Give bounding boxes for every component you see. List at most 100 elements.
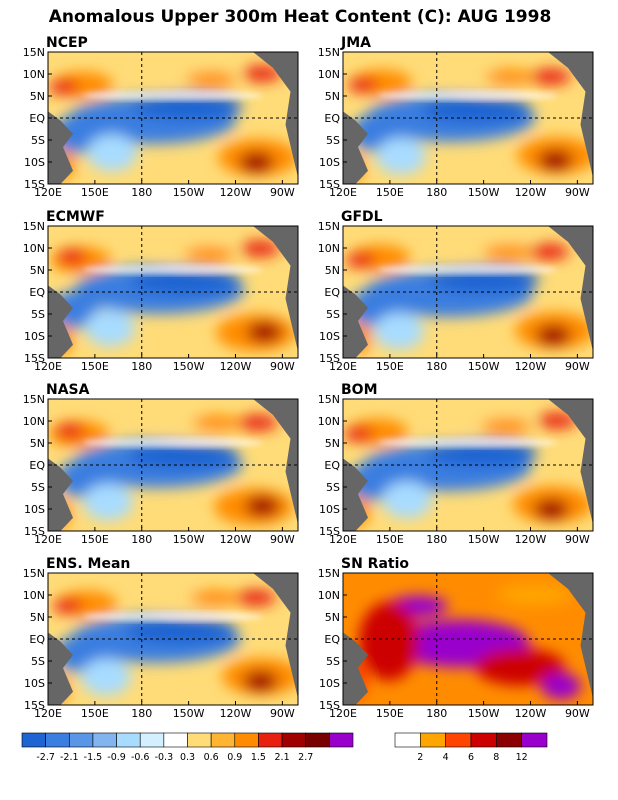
lat-tick-label: 5N (30, 437, 45, 450)
lon-tick-label: 150E (376, 360, 404, 373)
lat-tick-label: 5N (30, 264, 45, 277)
panel-title: GFDL (341, 209, 383, 225)
lat-tick-label: 5N (30, 90, 45, 103)
colorbar-label: 1.5 (251, 752, 266, 763)
colorbar-label: -2.1 (60, 752, 79, 763)
colorbar-swatch (305, 732, 330, 748)
lat-tick-label: 5S (31, 308, 45, 321)
anomaly-blob (534, 498, 569, 520)
lat-tick-label: 10N (318, 242, 340, 255)
land-east (253, 573, 298, 699)
lon-tick-label: 120W (220, 533, 252, 546)
anomaly-blob (126, 617, 237, 644)
lat-tick-label: 10S (319, 677, 340, 690)
anomaly-blob (239, 151, 274, 173)
lat-tick-label: 10S (24, 330, 45, 343)
lat-tick-label: 10S (24, 156, 45, 169)
lat-tick-label: 5S (326, 481, 340, 494)
land-east (253, 226, 298, 352)
lat-tick-label: 15N (23, 393, 45, 406)
lat-tick-label: 5N (325, 90, 340, 103)
land-east (548, 399, 593, 525)
colorbar-swatch (116, 732, 141, 748)
lat-tick-label: 10S (24, 677, 45, 690)
neutral-band (83, 264, 263, 275)
panels: NCEP 15N 10N 5N EQ 5S 10S 15S 120E 150E 180 150W 120… (23, 35, 594, 720)
lat-tick-label: 15S (24, 178, 45, 191)
lat-tick-label: 10N (23, 242, 45, 255)
land-east (253, 52, 298, 178)
lon-tick-label: 120E (329, 707, 357, 720)
neutral-band (378, 437, 558, 448)
anomaly-blob (128, 442, 239, 469)
land (48, 226, 298, 358)
lon-tick-label: 150W (173, 533, 205, 546)
lon-tick-label: 120E (329, 533, 357, 546)
lon-tick-label: 150W (173, 360, 205, 373)
lat-tick-label: 10S (319, 156, 340, 169)
panel-title: NCEP (46, 35, 88, 51)
lat-tick-label: 15N (318, 567, 340, 580)
anomaly-blob (247, 321, 282, 343)
land-west (343, 458, 368, 531)
anomaly-blob (55, 423, 85, 439)
lon-tick-label: 120W (515, 533, 547, 546)
panel-title: JMA (340, 35, 371, 51)
lon-tick-label: 90W (565, 707, 590, 720)
land (343, 52, 593, 184)
anomaly-blob (475, 648, 565, 686)
lon-tick-label: 90W (270, 360, 295, 373)
colorbar-swatch (139, 732, 165, 748)
lon-tick-label: 90W (565, 360, 590, 373)
field (343, 52, 593, 184)
lon-tick-label: 180 (426, 707, 447, 720)
field (48, 573, 298, 705)
neutral-band (83, 611, 263, 622)
lat-tick-label: 5S (31, 134, 45, 147)
anomaly-blob (53, 598, 83, 614)
land-west (48, 111, 73, 184)
anomaly-blob (359, 601, 419, 681)
colorbar-swatch (329, 732, 354, 748)
anomaly-blob (238, 414, 278, 431)
lat-tick-label: 10S (319, 330, 340, 343)
colorbar-label: 2.7 (298, 752, 313, 763)
anomaly-blob (376, 137, 426, 175)
anomaly-blob (240, 240, 280, 257)
lat-tick-label: EQ (29, 459, 45, 472)
lat-tick-label: EQ (29, 112, 45, 125)
colorbar-label: 6 (468, 752, 474, 763)
colorbar-anomaly: -2.7 -2.1 -1.5 -0.9 -0.6 -0.3 0.3 0.6 0.9 1.5 2.1 2… (21, 732, 354, 763)
land (48, 573, 298, 705)
lat-tick-label: 15N (318, 220, 340, 233)
lon-tick-label: 150W (173, 707, 205, 720)
lon-tick-label: 150E (81, 186, 109, 199)
anomaly-blob (192, 415, 242, 432)
colorbar-swatch (420, 732, 446, 748)
lat-tick-label: 15N (23, 567, 45, 580)
colorbar-swatch (163, 732, 188, 748)
lon-tick-label: 120W (515, 707, 547, 720)
land-west (343, 632, 368, 705)
anomaly-blob (243, 670, 278, 692)
colorbar-swatch (45, 732, 70, 748)
land-west (48, 285, 73, 358)
land-east (253, 399, 298, 525)
lat-tick-label: 15S (319, 178, 340, 191)
lat-tick-label: EQ (324, 459, 340, 472)
anomaly-blob (236, 589, 276, 606)
anomaly-blob (537, 412, 577, 429)
land-west (48, 632, 73, 705)
lon-tick-label: 150E (376, 186, 404, 199)
colorbar-swatch (445, 732, 472, 748)
lon-tick-label: 150W (468, 186, 500, 199)
anomaly-blob (481, 418, 531, 435)
neutral-band (378, 90, 558, 101)
land-west (343, 285, 368, 358)
colorbar-swatch (394, 732, 421, 748)
